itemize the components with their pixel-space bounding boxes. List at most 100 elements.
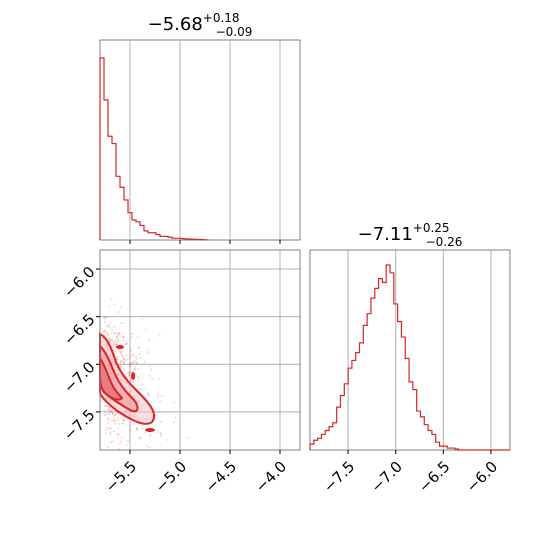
scatter-point: [117, 338, 119, 341]
scatter-point: [129, 365, 132, 368]
scatter-point: [134, 368, 137, 370]
scatter-point: [108, 338, 110, 340]
scatter-point: [137, 376, 139, 378]
scatter-point: [122, 355, 125, 357]
scatter-point: [112, 420, 114, 422]
scatter-point: [157, 394, 159, 396]
scatter-point: [138, 436, 140, 439]
scatter-point: [144, 396, 146, 399]
scatter-point: [141, 383, 143, 386]
scatter-point: [104, 405, 106, 407]
scatter-point: [113, 353, 116, 355]
scatter-point: [130, 354, 133, 356]
scatter-point: [108, 427, 111, 430]
scatter-point: [124, 343, 127, 346]
scatter-point: [121, 436, 123, 439]
scatter-point: [155, 414, 157, 417]
scatter-point: [138, 346, 141, 348]
scatter-point: [107, 417, 109, 420]
scatter-point: [115, 332, 118, 334]
scatter-point: [105, 429, 108, 431]
panel-title: −7.11+0.25 −0.26: [358, 221, 463, 249]
scatter-point: [115, 338, 118, 340]
scatter-point: [122, 340, 125, 342]
scatter-point: [136, 428, 138, 431]
x-tick-label: −5.5: [102, 458, 140, 496]
scatter-point: [109, 340, 112, 342]
scatter-point: [160, 433, 162, 435]
scatter-point: [120, 417, 123, 420]
x-tick-label: −5.0: [152, 458, 190, 496]
scatter-point: [110, 410, 113, 412]
scatter-point: [110, 332, 112, 334]
scatter-point: [187, 437, 189, 439]
scatter-point: [116, 355, 119, 358]
scatter-point: [103, 410, 106, 412]
scatter-point: [121, 359, 123, 362]
scatter-point: [149, 433, 152, 436]
scatter-point: [118, 332, 121, 334]
scatter-point: [114, 422, 117, 425]
scatter-point: [150, 368, 152, 371]
scatter-point: [130, 336, 133, 339]
scatter-point: [148, 394, 150, 397]
scatter-point: [116, 335, 118, 338]
scatter-point: [107, 422, 110, 424]
scatter-point: [135, 362, 138, 364]
panel-frame: [99, 249, 301, 451]
scatter-point: [110, 427, 112, 430]
scatter-point: [116, 417, 119, 420]
scatter-point: [136, 427, 138, 429]
scatter-point: [135, 356, 137, 358]
scatter-point: [123, 322, 126, 324]
scatter-point: [105, 405, 107, 407]
scatter-point: [118, 311, 120, 313]
scatter-point: [148, 339, 151, 342]
scatter-point: [104, 432, 107, 435]
scatter-point: [118, 333, 120, 335]
scatter-point: [136, 363, 138, 365]
scatter-point: [131, 333, 133, 335]
scatter-point: [106, 325, 108, 327]
scatter-point: [147, 392, 149, 394]
scatter-point: [121, 333, 123, 336]
y-tick-labels: −6.0 −6.5 −7.0 −7.5: [60, 263, 98, 444]
scatter-point: [129, 356, 131, 358]
scatter-point: [125, 354, 128, 357]
scatter-point: [109, 340, 111, 342]
scatter-point: [114, 420, 117, 422]
scatter-point: [114, 413, 116, 416]
scatter-point: [113, 343, 116, 346]
scatter-point: [114, 413, 117, 416]
scatter-point: [159, 432, 162, 434]
scatter-point: [127, 372, 129, 375]
density-contours: [99, 332, 156, 432]
scatter-point: [129, 429, 132, 431]
scatter-point: [107, 413, 109, 415]
scatter-point: [137, 335, 139, 337]
scatter-point: [104, 414, 106, 416]
panel-title: −5.68+0.18 −0.09: [148, 11, 253, 39]
scatter-point: [115, 358, 118, 361]
scatter-point: [106, 418, 109, 421]
scatter-point: [118, 448, 121, 450]
scatter-point: [126, 342, 128, 345]
scatter-point: [122, 420, 125, 422]
scatter-point: [114, 341, 116, 343]
scatter-point: [107, 406, 109, 408]
scatter-point: [121, 422, 123, 425]
scatter-point: [106, 426, 108, 429]
contour-island: [131, 372, 135, 380]
scatter-point: [122, 336, 125, 339]
scatter-point: [134, 373, 137, 375]
scatter-point: [116, 332, 119, 335]
scatter-point: [166, 439, 169, 441]
scatter-point: [123, 361, 125, 364]
scatter-point: [129, 347, 131, 350]
scatter-point: [110, 441, 112, 443]
scatter-point: [128, 372, 131, 374]
scatter-point: [104, 330, 107, 332]
scatter-point: [117, 419, 120, 421]
scatter-point: [120, 322, 123, 324]
scatter-point: [120, 360, 122, 363]
